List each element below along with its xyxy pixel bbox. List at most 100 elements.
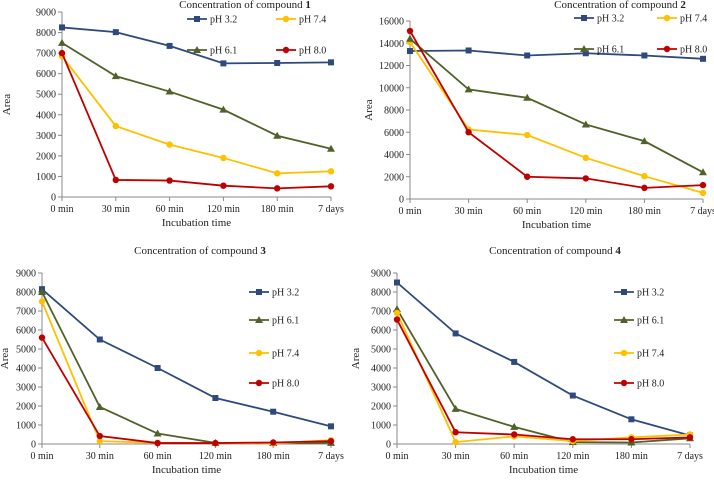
data-point xyxy=(111,72,120,80)
legend-entry: pH 6.1 xyxy=(249,316,299,327)
series-line xyxy=(396,312,691,444)
chart-title-text: Concentration of compound xyxy=(489,245,615,257)
x-tick-label: 7 days xyxy=(318,451,344,462)
data-point xyxy=(451,404,460,412)
data-point xyxy=(393,316,401,323)
legend-marker xyxy=(620,349,628,357)
legend-label: pH 7.4 xyxy=(272,349,299,360)
legend-marker xyxy=(193,46,201,53)
data-point xyxy=(452,330,459,337)
legend-entry: pH 6.1 xyxy=(574,45,624,56)
x-axis-label: Incubation time xyxy=(509,464,578,476)
y-tick-label: 0 xyxy=(399,195,404,206)
chart-title-text: Concentration of compound xyxy=(554,0,680,11)
legend-marker xyxy=(255,349,263,357)
series-ph-3-2 xyxy=(407,47,706,62)
x-axis-label: Incubation time xyxy=(152,464,221,476)
data-point xyxy=(270,408,277,415)
data-point xyxy=(406,34,414,42)
data-point xyxy=(699,189,707,197)
x-tick-label: 180 min xyxy=(615,451,648,462)
data-point xyxy=(628,436,635,443)
series-line xyxy=(409,30,704,189)
y-tick-label: 9000 xyxy=(16,269,36,280)
legend-label: pH 6.1 xyxy=(210,46,237,57)
series-ph-3-2 xyxy=(59,24,334,67)
series-ph-7-4 xyxy=(406,38,707,197)
legend-entry: pH 3.2 xyxy=(614,288,664,299)
series-ph-6-1 xyxy=(38,288,335,447)
legend-entry: pH 7.4 xyxy=(276,15,326,26)
y-tick-label: 10000 xyxy=(379,83,404,94)
data-point xyxy=(212,395,219,402)
y-tick-label: 8000 xyxy=(16,288,36,299)
series-ph-6-1 xyxy=(406,34,707,176)
x-tick-label: 120 min xyxy=(569,206,602,217)
legend-entry: pH 8.0 xyxy=(249,379,299,390)
legend-label: pH 8.0 xyxy=(299,46,326,57)
data-point xyxy=(274,185,281,192)
data-point xyxy=(524,131,531,139)
chart-title-text: Concentration of compound xyxy=(134,245,260,257)
data-point xyxy=(327,144,335,152)
legend-entry: pH 3.2 xyxy=(187,15,237,26)
data-point xyxy=(166,42,173,49)
series-line xyxy=(61,52,332,190)
x-tick-label: 7 days xyxy=(318,204,344,215)
y-axis-label: Area xyxy=(1,94,13,115)
series-ph-8-0 xyxy=(406,27,707,192)
data-point xyxy=(464,85,473,93)
series-line xyxy=(61,26,332,65)
data-point xyxy=(154,365,161,371)
data-point xyxy=(582,50,589,57)
data-point xyxy=(327,183,335,190)
y-tick-label: 8000 xyxy=(371,288,391,299)
data-point xyxy=(328,423,334,430)
data-point xyxy=(327,168,335,175)
data-point xyxy=(96,336,103,343)
y-tick-label: 7000 xyxy=(16,307,36,318)
legend-entry: pH 3.2 xyxy=(249,288,299,299)
legend-entry: pH 6.1 xyxy=(614,316,664,327)
y-tick-label: 0 xyxy=(31,440,36,451)
chart-title-number: 4 xyxy=(615,245,621,257)
data-point xyxy=(510,422,519,430)
x-tick-label: 180 min xyxy=(261,204,294,215)
legend-entry: pH 7.4 xyxy=(614,349,664,360)
legend-entry: pH 6.1 xyxy=(187,46,237,57)
chart-title: Concentration of compound 4 xyxy=(489,245,621,257)
data-point xyxy=(95,402,104,410)
data-point xyxy=(641,184,648,192)
data-point xyxy=(58,38,66,46)
data-point xyxy=(641,172,648,180)
legend-marker xyxy=(256,289,262,295)
data-point xyxy=(38,288,46,295)
data-point xyxy=(165,87,174,95)
legend-entry: pH 7.4 xyxy=(657,14,707,25)
y-tick-label: 5000 xyxy=(371,345,391,356)
y-tick-label: 9000 xyxy=(36,8,56,19)
y-tick-label: 2000 xyxy=(384,172,404,183)
legend-marker xyxy=(580,45,588,52)
legend-marker xyxy=(255,316,263,323)
chart-title-text: Concentration of compound xyxy=(179,0,305,11)
chart-4: Concentration of compound 4 0 1000 2000 3000… xyxy=(350,245,703,476)
x-tick-label: 120 min xyxy=(207,204,240,215)
data-point xyxy=(511,358,518,365)
data-point xyxy=(582,175,589,182)
data-point xyxy=(524,52,531,59)
y-tick-label: 2000 xyxy=(371,402,391,413)
series-line xyxy=(41,288,332,428)
legend-label: pH 6.1 xyxy=(272,316,299,327)
legend-entry: pH 8.0 xyxy=(276,46,326,57)
data-point xyxy=(581,120,590,128)
chart-3: Concentration of compound 3 0 1000 2000 3000… xyxy=(0,245,344,476)
legend-marker xyxy=(282,46,290,54)
data-point xyxy=(96,432,104,440)
series-ph-8-0 xyxy=(393,316,694,443)
data-point xyxy=(166,177,173,184)
data-point xyxy=(273,131,282,139)
x-tick-label: 7 days xyxy=(690,206,714,217)
legend-marker xyxy=(581,15,587,21)
data-point xyxy=(393,305,401,313)
